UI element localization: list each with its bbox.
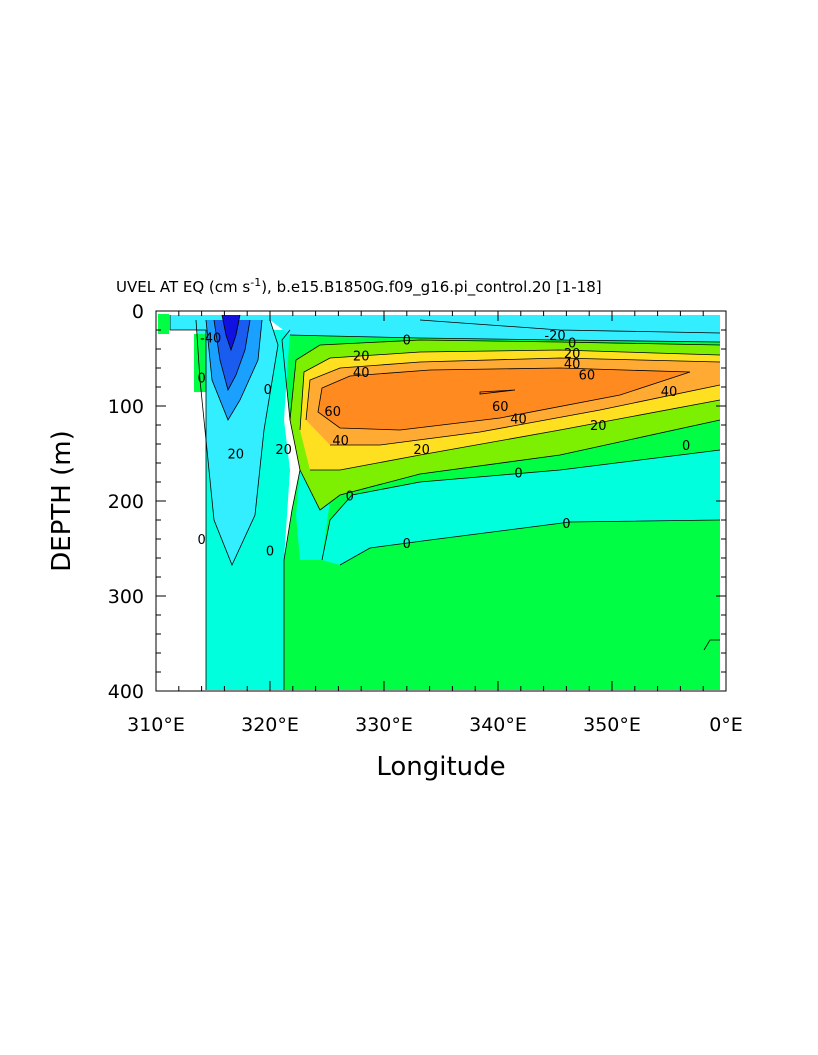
contour-label: 20 xyxy=(413,443,430,458)
contour-label: 40 xyxy=(510,412,527,427)
contour-line xyxy=(419,319,721,334)
y-tick-label: 400 xyxy=(108,681,144,703)
contour-label: 0 xyxy=(403,334,411,349)
contour-line xyxy=(479,389,516,395)
contour-line xyxy=(310,399,721,471)
contour-label: 0 xyxy=(266,544,274,559)
contour-label: -20 xyxy=(544,329,565,344)
fill-jet-blue3 xyxy=(222,315,240,350)
x-tick-label: 0°E xyxy=(709,714,743,736)
contour-line xyxy=(703,639,720,651)
contour-label: 40 xyxy=(332,434,349,449)
contour-label: 60 xyxy=(324,405,341,420)
contour-line xyxy=(205,319,263,421)
x-tick-label: 320°E xyxy=(241,714,299,736)
contour-label: 0 xyxy=(197,372,205,387)
contour-label: 60 xyxy=(579,369,596,384)
y-tick-label: 200 xyxy=(108,491,144,513)
contour-line xyxy=(289,339,721,421)
x-tick-label: 350°E xyxy=(583,714,641,736)
land-mask xyxy=(156,334,206,690)
contour-label: 0 xyxy=(562,517,570,532)
y-axis-title: DEPTH (m) xyxy=(47,430,77,571)
contour-label: 0 xyxy=(264,383,272,398)
x-axis-title: Longitude xyxy=(376,752,505,782)
contour-label: -40 xyxy=(200,332,221,347)
contour-lines xyxy=(169,314,721,690)
contour-line xyxy=(317,367,691,431)
contour-label: 40 xyxy=(564,357,581,372)
contour-label: 20 xyxy=(590,419,607,434)
fill-uc-core xyxy=(318,368,690,430)
fill-mid-cyan xyxy=(322,450,720,565)
fill-coast-green2 xyxy=(194,334,206,392)
contour-line xyxy=(305,357,721,421)
contour-line xyxy=(289,334,721,343)
y-tick-label: 0 xyxy=(132,301,144,323)
x-tick-label: 330°E xyxy=(355,714,413,736)
contour-line xyxy=(169,315,206,331)
contour-line xyxy=(330,384,721,446)
contour-label: 0 xyxy=(514,467,522,482)
contour-label: 0 xyxy=(197,533,205,548)
y-tick-label: 100 xyxy=(108,396,144,418)
contour-line xyxy=(221,314,241,352)
contour-label: 20 xyxy=(353,350,370,365)
x-tick-label: 310°E xyxy=(127,714,185,736)
contour-label: 60 xyxy=(492,400,509,415)
fill-coast-green1 xyxy=(158,314,169,334)
contour-line xyxy=(299,419,721,511)
x-tick-label: 340°E xyxy=(469,714,527,736)
y-tick-label: 300 xyxy=(108,586,144,608)
x-axis: 310°E 320°E 330°E 340°E 350°E 0°E xyxy=(127,311,743,736)
fill-jet-blue2 xyxy=(214,320,250,390)
contour-label: 0 xyxy=(682,439,690,454)
contour-label: 40 xyxy=(353,366,370,381)
contour-label: 20 xyxy=(564,347,581,362)
contour-line xyxy=(213,319,251,392)
contour-label: 20 xyxy=(275,443,292,458)
contour-label: 20 xyxy=(228,448,245,463)
contour-line xyxy=(195,319,279,567)
contour-label: 0 xyxy=(568,336,576,351)
contour-line xyxy=(299,349,721,431)
contour-label: 0 xyxy=(403,537,411,552)
chart-title: UVEL AT EQ (cm s-1), b.e15.B1850G.f09_g1… xyxy=(116,276,602,297)
contour-line xyxy=(339,519,721,566)
contour-line xyxy=(321,449,721,561)
contour-label: 40 xyxy=(661,385,678,400)
contour-label: 0 xyxy=(346,489,354,504)
contour-fills xyxy=(156,311,726,691)
